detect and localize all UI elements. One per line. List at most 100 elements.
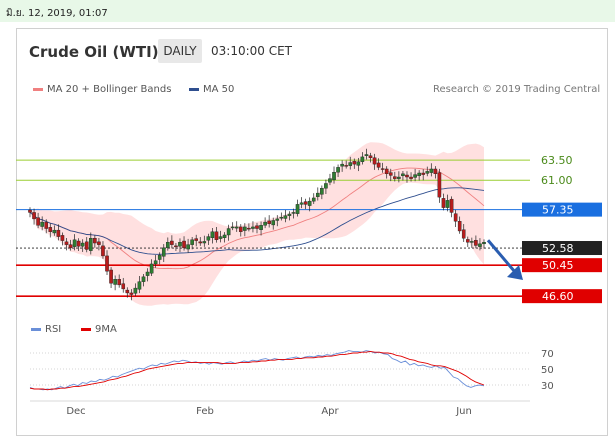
candle-body (449, 198, 454, 213)
x-tick-Jun: Jun (455, 406, 472, 417)
candle-body (194, 238, 198, 241)
level-label-57.35: 57.35 (542, 204, 574, 217)
candle-body (470, 241, 474, 243)
candle-body (202, 241, 207, 244)
candle-body (230, 226, 235, 229)
candle-body (348, 162, 353, 166)
candle-body (113, 279, 117, 285)
candle-body (393, 176, 397, 179)
chart-time: 03:10:00 CET (211, 44, 292, 58)
candle-body (441, 198, 446, 208)
ma9-legend-swatch (81, 328, 91, 331)
candle-body (421, 172, 425, 175)
candle-body (409, 176, 413, 179)
candle-body (340, 163, 344, 167)
candle-body (80, 242, 85, 247)
candle-body (234, 226, 239, 229)
candle-body (190, 239, 194, 245)
candle-body (461, 229, 466, 239)
candle-body (84, 241, 89, 250)
candle-body (336, 167, 340, 173)
candle-body (89, 237, 93, 251)
candle-body (401, 173, 405, 177)
credit-text: Research © 2019 Trading Central (433, 84, 601, 95)
x-tick-Feb: Feb (196, 406, 214, 417)
rsi-tick-50: 50 (541, 365, 554, 376)
candle-body (247, 227, 251, 230)
rsi-line (29, 350, 485, 391)
candle-body (170, 240, 174, 245)
candle-body (133, 287, 138, 294)
candle-body (364, 154, 369, 156)
candle-body (129, 292, 134, 295)
level-box-57.35 (522, 202, 602, 217)
ma20-legend-swatch (33, 88, 43, 91)
candle-body (316, 192, 320, 197)
rsi-legend-swatch (31, 328, 41, 331)
candle-body (287, 213, 292, 216)
candle-body (425, 171, 430, 174)
candle-body (384, 168, 389, 175)
candle-body (125, 289, 130, 294)
candle-body (474, 240, 478, 246)
candle-body (259, 225, 263, 230)
candle-body (226, 228, 231, 236)
candle-body (198, 241, 203, 244)
x-tick-Apr: Apr (321, 406, 339, 417)
candle-body (121, 283, 126, 290)
candle-body (109, 269, 113, 284)
rsi-tick-70: 70 (541, 349, 554, 360)
candle-body (275, 218, 280, 221)
candle-body (457, 221, 462, 232)
candle-body (437, 172, 442, 198)
candle-body (243, 226, 247, 231)
candle-body (40, 221, 44, 227)
candle-body (328, 178, 332, 183)
level-box-46.60 (522, 289, 602, 304)
candle-body (324, 183, 328, 189)
candle-body (405, 174, 409, 178)
candle-body (429, 168, 434, 173)
candle-body (48, 227, 53, 232)
candle-body (445, 200, 450, 208)
candle-body (291, 212, 296, 214)
candle-body (222, 234, 227, 238)
candle-body (299, 202, 304, 205)
candle-body (320, 188, 324, 195)
candle-body (72, 239, 77, 247)
candle-body (32, 212, 36, 220)
candle-body (68, 244, 73, 249)
candle-body (56, 229, 61, 237)
candle-body (356, 161, 361, 166)
level-box-50.45 (522, 258, 602, 273)
candle-body (97, 241, 101, 245)
period-badge[interactable]: DAILY (158, 39, 202, 63)
candle-body (157, 254, 162, 260)
level-label-61.00: 61.00 (541, 174, 573, 187)
candle-body (478, 243, 482, 247)
timestamp-bar: มิ.ย. 12, 2019, 01:07 (0, 0, 615, 22)
candle-body (153, 260, 158, 265)
candle-body (218, 236, 223, 239)
level-label-50.45: 50.45 (542, 259, 574, 272)
ma20-legend-label: MA 20 + Bollinger Bands (47, 84, 172, 95)
level-label-63.50: 63.50 (541, 154, 573, 167)
candle-body (360, 156, 365, 162)
candle-body (52, 229, 57, 234)
level-label-52.58: 52.58 (542, 242, 574, 255)
candle-body (76, 240, 81, 247)
candle-body (465, 239, 470, 243)
candle-body (36, 217, 40, 226)
candle-body (255, 225, 259, 229)
candle-body (161, 247, 166, 257)
candle-body (145, 271, 150, 276)
candle-body (397, 176, 401, 179)
ma9-legend-label: 9MA (95, 324, 117, 335)
candle-body (186, 244, 190, 250)
candle-body (101, 245, 105, 257)
candle-body (214, 231, 219, 241)
candle-body (105, 255, 109, 272)
rsi-tick-30: 30 (541, 381, 554, 392)
x-tick-Dec: Dec (66, 406, 85, 417)
